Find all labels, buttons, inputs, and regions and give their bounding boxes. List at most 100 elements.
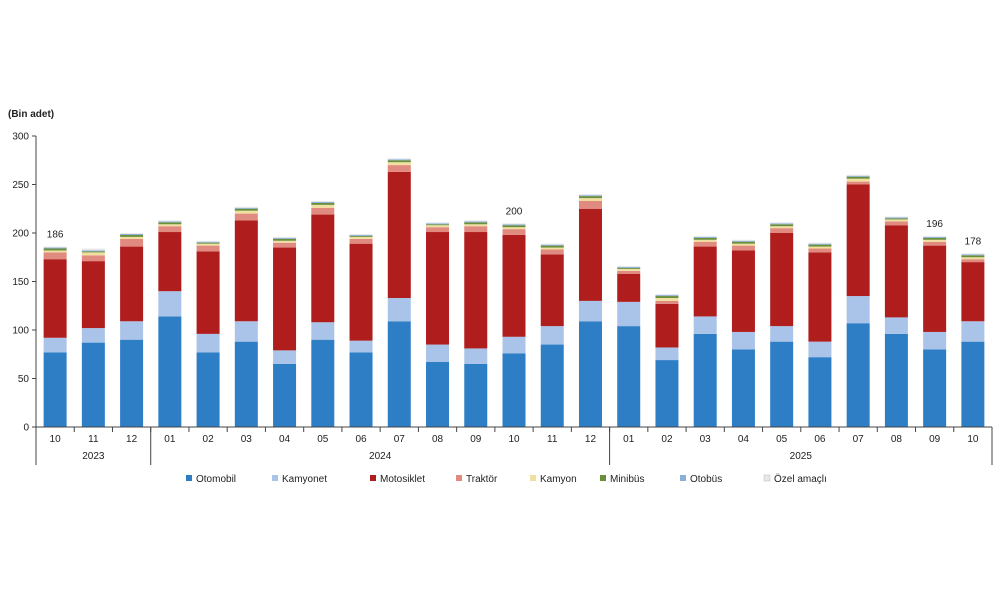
bar-stack [81, 248, 105, 427]
bar-segment [884, 217, 908, 219]
bar-segment [884, 317, 908, 334]
bar-segment [387, 160, 411, 163]
legend-swatch [186, 475, 192, 481]
legend-item: Özel amaçlı [763, 473, 827, 485]
x-tick-label: 01 [623, 434, 635, 445]
bar-segment [961, 253, 985, 255]
bar-segment [387, 162, 411, 166]
bar-segment [349, 243, 373, 341]
bar-segment [196, 241, 220, 243]
bar-segment [731, 240, 755, 242]
bar-segment [311, 322, 335, 340]
bar-stack [961, 253, 985, 427]
bar-segment [196, 240, 220, 242]
bar-segment [464, 224, 488, 227]
bar-segment [311, 201, 335, 203]
bar-segment [43, 252, 67, 260]
legend-swatch [370, 475, 376, 481]
bar-segment [387, 321, 411, 427]
bar-segment [731, 239, 755, 241]
bar-segment [617, 301, 641, 327]
bar-segment [617, 326, 641, 427]
bar-segment [120, 234, 144, 237]
x-tick-label: 05 [776, 434, 788, 445]
bar-segment [234, 341, 258, 427]
bar-segment [464, 220, 488, 222]
bar-segment [923, 241, 947, 246]
legend-item: Otobüs [680, 474, 722, 485]
x-tick-label: 08 [432, 434, 444, 445]
bar-segment [273, 350, 297, 364]
x-tick-label: 06 [355, 434, 367, 445]
bar-segment [311, 202, 335, 205]
bar-segment [349, 352, 373, 427]
bar-segment [693, 241, 717, 247]
bar-segment [693, 333, 717, 427]
bar-stack [884, 216, 908, 427]
bar-stack [196, 240, 220, 427]
bar-segment [426, 227, 450, 233]
x-tick-label: 12 [126, 434, 138, 445]
bar-stack [387, 158, 411, 427]
bar-segment [846, 178, 870, 182]
bar-segment [426, 362, 450, 427]
bar-segment [923, 239, 947, 242]
bar-segment [923, 245, 947, 332]
x-tick-label: 11 [88, 434, 99, 445]
x-tick-label: 09 [470, 434, 482, 445]
bar-stack [731, 239, 755, 427]
legend-label: Otobüs [690, 474, 722, 485]
bar-segment [349, 235, 373, 237]
legend-item: Minibüs [600, 474, 644, 485]
bar-stack [234, 206, 258, 427]
bar-segment [808, 252, 832, 342]
bar-segment [234, 207, 258, 209]
bar-stack [655, 294, 679, 427]
bar-segment [426, 223, 450, 225]
bar-segment [884, 216, 908, 218]
x-tick-label: 10 [50, 434, 62, 445]
bar-segment [311, 204, 335, 208]
bar-stack [846, 174, 870, 427]
y-tick-label: 0 [23, 423, 29, 434]
bar-segment [540, 245, 564, 248]
bar-segment [311, 207, 335, 215]
bar-segment [770, 326, 794, 342]
bar-stack [464, 220, 488, 427]
bar-segment [387, 171, 411, 298]
bar-segment [884, 225, 908, 318]
x-axis: 10 11 12 01 02 03 04 05 06 07 08 09 10 11 12 01 02 03 04 05… [35, 426, 993, 465]
x-tick-label: 10 [967, 434, 979, 445]
bar-segment [464, 221, 488, 223]
bar-stack [273, 236, 297, 427]
bar-segment [617, 267, 641, 269]
total-annotation: 200 [506, 206, 523, 217]
bar-segment [923, 237, 947, 240]
bar-stack [426, 222, 450, 427]
bar-segment [846, 174, 870, 176]
bar-segment [502, 223, 526, 225]
legend-item: Traktör [456, 474, 498, 485]
x-tick-label: 10 [508, 434, 520, 445]
bar-segment [311, 214, 335, 323]
bar-segment [808, 341, 832, 358]
x-tick-label: 11 [547, 434, 558, 445]
bar-segment [158, 220, 182, 222]
bar-segment [655, 360, 679, 427]
bar-segment [273, 238, 297, 241]
bar-segment [923, 235, 947, 237]
legend-swatch [456, 475, 462, 481]
bar-segment [655, 303, 679, 348]
bar-segment [158, 316, 182, 427]
bar-segment [884, 218, 908, 220]
bar-segment [81, 248, 105, 251]
bar-segment [502, 353, 526, 427]
bar-segment [770, 226, 794, 229]
legend-label: Özel amaçlı [774, 473, 827, 485]
year-label: 2024 [369, 451, 392, 462]
legend-label: Motosiklet [380, 474, 425, 485]
legend-item: Motosiklet [370, 474, 425, 485]
bar-segment [387, 165, 411, 172]
bar-segment [234, 208, 258, 211]
bar-segment [731, 241, 755, 244]
